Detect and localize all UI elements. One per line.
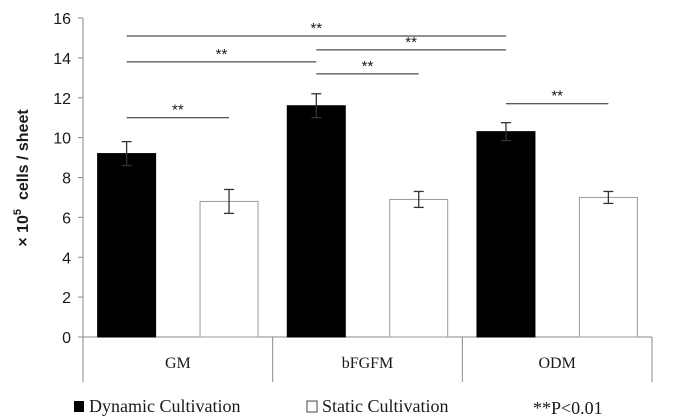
y-tick-label: 16 (53, 11, 71, 28)
y-tick-label: 2 (62, 290, 71, 307)
significance-label: ** (405, 34, 417, 51)
y-axis-label-exponent: 5 (12, 209, 24, 215)
legend-swatch-static (306, 400, 318, 413)
significance-label: ** (551, 88, 563, 105)
legend-swatch-dynamic (74, 401, 84, 412)
bar (286, 105, 346, 338)
x-tick-label: GM (165, 355, 191, 372)
bar (97, 153, 157, 338)
legend: Dynamic Cultivation Static Cultivation *… (74, 396, 603, 418)
y-tick-label: 14 (53, 51, 71, 68)
significance-label: ** (172, 102, 184, 119)
y-tick-label: 8 (62, 171, 71, 188)
bar (389, 198, 449, 338)
y-tick-label: 0 (62, 330, 71, 347)
legend-label-static: Static Cultivation (322, 396, 449, 416)
significance-brackets: ** ** ** ** ** ** (126, 20, 609, 119)
significance-label: ** (362, 58, 374, 75)
x-tick-label: bFGFM (342, 355, 394, 372)
bar (199, 200, 259, 338)
significance-note: **P<0.01 (533, 398, 603, 418)
y-axis: 0 2 4 6 8 10 12 14 16 (53, 11, 84, 347)
y-axis-label-suffix: cells / sheet (15, 109, 32, 209)
y-tick-label: 10 (53, 131, 71, 148)
bars (97, 93, 638, 338)
x-tick-label: ODM (538, 355, 575, 372)
bar (578, 196, 638, 338)
legend-label-dynamic: Dynamic Cultivation (89, 396, 240, 416)
x-axis: GM bFGFM ODM (82, 336, 653, 382)
significance-label: ** (310, 20, 322, 37)
y-axis-label: × 105 cells / sheet (12, 109, 32, 247)
bar (476, 131, 536, 338)
significance-label: ** (216, 46, 228, 63)
y-tick-label: 6 (62, 210, 71, 227)
y-axis-label-prefix: × 10 (15, 215, 32, 247)
y-tick-label: 4 (62, 250, 71, 267)
y-tick-label: 12 (53, 91, 71, 108)
